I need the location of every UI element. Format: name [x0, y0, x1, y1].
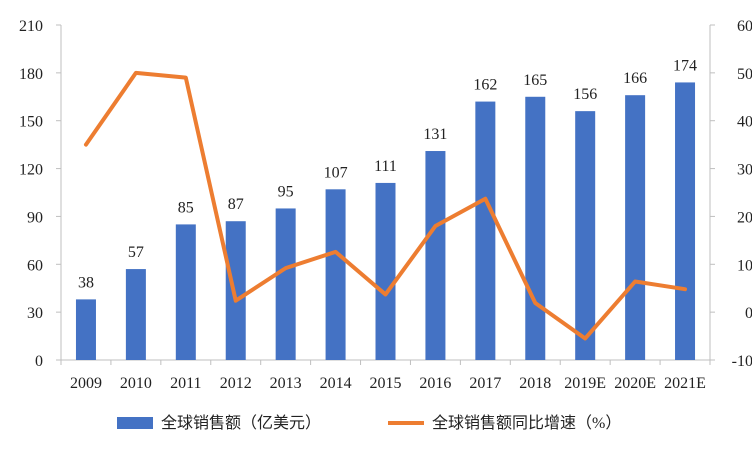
y-right-tick-label: 60 — [737, 18, 752, 35]
x-tick-label: 2010 — [120, 375, 152, 392]
y-left-tick-label: 60 — [27, 257, 43, 274]
y-right-tick-label: 30 — [737, 162, 752, 179]
bar-2010 — [125, 269, 146, 360]
x-tick-label: 2012 — [220, 375, 252, 392]
y-right-tick-label: -10 — [732, 353, 752, 370]
y-left-tick-label: 210 — [19, 18, 43, 35]
growth-rate-point-2009 — [84, 143, 88, 147]
bar-value-label: 85 — [178, 199, 194, 216]
growth-rate-point-2020E — [633, 280, 637, 284]
bar-2018 — [525, 96, 546, 361]
bar-value-label: 95 — [278, 183, 294, 200]
x-tick-label: 2011 — [170, 375, 201, 392]
y-left-tick-label: 150 — [19, 114, 43, 131]
x-tick-label: 2013 — [270, 375, 302, 392]
growth-rate-point-2018 — [533, 301, 537, 305]
y-right-tick-label: 0 — [745, 305, 752, 322]
y-left-tick-label: 120 — [19, 162, 43, 179]
bar-2015 — [375, 182, 396, 360]
bar-2013 — [275, 208, 296, 360]
legend-line-label: 全球销售额同比增速（%） — [432, 414, 621, 432]
bar-value-label: 87 — [228, 196, 244, 213]
bar-2019E — [575, 111, 596, 361]
growth-rate-point-2010 — [134, 71, 138, 75]
bar-value-label: 166 — [623, 70, 647, 87]
bar-value-label: 131 — [423, 126, 447, 143]
bar-2020E — [625, 95, 646, 360]
growth-rate-point-2013 — [284, 266, 288, 270]
y-right-tick-label: 40 — [737, 114, 752, 131]
bar-value-label: 165 — [523, 72, 547, 89]
growth-rate-point-2017 — [483, 197, 487, 201]
y-left-tick-label: 90 — [27, 209, 43, 226]
growth-rate-point-2014 — [334, 250, 338, 254]
growth-rate-point-2012 — [234, 299, 238, 303]
growth-rate-point-2021E — [683, 287, 687, 291]
y-right-tick-label: 50 — [737, 66, 752, 83]
x-tick-label: 2019E — [564, 375, 606, 392]
legend-bar-swatch — [117, 417, 153, 429]
bar-2016 — [425, 151, 446, 360]
y-left-tick-label: 180 — [19, 66, 43, 83]
growth-rate-point-2019E — [583, 336, 587, 340]
bar-value-label: 111 — [374, 158, 397, 175]
y-right-tick-label: 10 — [737, 257, 752, 274]
x-tick-label: 2017 — [469, 375, 501, 392]
bar-2014 — [325, 189, 346, 360]
bar-value-label: 107 — [324, 164, 348, 181]
bar-2021E — [675, 82, 696, 360]
y-left-tick-label: 30 — [27, 305, 43, 322]
x-tick-label: 2020E — [614, 375, 656, 392]
bar-value-label: 174 — [673, 57, 697, 74]
growth-rate-point-2011 — [184, 76, 188, 80]
x-tick-label: 2014 — [320, 375, 352, 392]
bar-value-label: 156 — [573, 86, 597, 103]
y-right-tick-label: 20 — [737, 209, 752, 226]
growth-rate-point-2015 — [384, 292, 387, 296]
bar-value-label: 162 — [473, 77, 497, 94]
bar-2012 — [225, 221, 246, 360]
x-tick-label: 2009 — [70, 375, 102, 392]
bar-value-label: 38 — [78, 274, 94, 291]
y-left-tick-label: 0 — [35, 353, 43, 370]
growth-rate-point-2016 — [433, 224, 437, 228]
bar-2011 — [175, 224, 196, 360]
x-tick-label: 2016 — [419, 375, 451, 392]
legend-bar-label: 全球销售额（亿美元） — [161, 414, 321, 432]
x-tick-label: 2021E — [664, 375, 706, 392]
bar-2009 — [75, 299, 96, 360]
x-tick-label: 2018 — [519, 375, 551, 392]
bar-value-label: 57 — [128, 244, 144, 261]
bar-2017 — [475, 101, 496, 361]
x-tick-label: 2015 — [370, 375, 402, 392]
